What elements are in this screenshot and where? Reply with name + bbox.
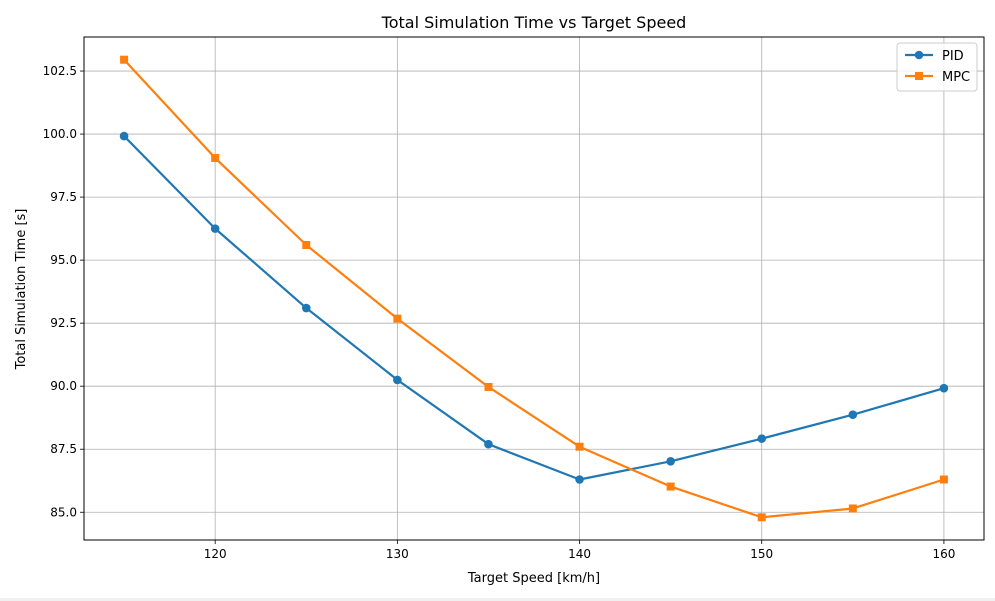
data-point-pid <box>848 410 858 419</box>
legend-marker-pid <box>914 50 924 60</box>
legend-label-pid: PID <box>942 49 964 64</box>
x-axis-label: Target Speed [km/h] <box>467 571 600 586</box>
y-axis-label: Total Simulation Time [s] <box>14 209 29 371</box>
data-point-pid <box>575 475 584 484</box>
x-tick-label: 160 <box>932 547 955 561</box>
data-point-mpc <box>757 513 766 522</box>
legend: PID MPC <box>896 42 978 92</box>
series-pid <box>119 131 949 484</box>
grid-lines <box>84 37 984 540</box>
data-point-pid <box>757 434 767 443</box>
x-tick-label: 120 <box>204 547 227 561</box>
data-point-mpc <box>484 382 493 391</box>
series-layer <box>119 55 949 522</box>
y-tick-label: 92.5 <box>50 316 77 330</box>
chart-title: Total Simulation Time vs Target Speed <box>381 13 687 32</box>
legend-label-mpc: MPC <box>942 70 970 85</box>
data-point-pid <box>301 303 311 313</box>
y-tick-label: 87.5 <box>50 442 77 456</box>
data-point-mpc <box>666 482 675 491</box>
x-tick-label: 130 <box>386 547 409 561</box>
plot-frame <box>83 36 985 541</box>
x-tick-label: 140 <box>568 547 591 561</box>
legend-marker-mpc <box>915 72 923 80</box>
series-line-mpc <box>123 58 945 519</box>
data-point-pid <box>484 439 493 449</box>
y-tick-label: 102.5 <box>43 64 77 78</box>
data-point-pid <box>119 131 129 141</box>
series-line-pid <box>123 135 945 481</box>
data-point-pid <box>210 224 220 233</box>
data-point-mpc <box>575 442 584 451</box>
axis-ticks: 120 130 140 150 160 85.0 87.5 90.0 92.5 95.0 97.5 1… <box>43 64 956 561</box>
y-tick-label: 97.5 <box>50 190 77 204</box>
data-point-mpc <box>848 504 857 513</box>
data-point-mpc <box>393 314 402 323</box>
data-point-mpc <box>939 475 948 484</box>
data-point-pid <box>666 457 675 466</box>
y-tick-label: 85.0 <box>50 505 77 519</box>
figure-bottom-border <box>0 598 995 601</box>
series-mpc <box>120 55 948 522</box>
x-tick-label: 150 <box>750 547 773 561</box>
data-point-pid <box>939 383 949 393</box>
y-tick-label: 100.0 <box>43 127 77 141</box>
data-point-mpc <box>211 154 220 163</box>
data-point-mpc <box>120 55 129 64</box>
data-point-mpc <box>302 241 311 250</box>
y-tick-label: 95.0 <box>50 253 77 267</box>
y-tick-label: 90.0 <box>50 379 77 393</box>
legend-items: PID MPC <box>905 49 970 85</box>
data-point-pid <box>393 375 402 385</box>
